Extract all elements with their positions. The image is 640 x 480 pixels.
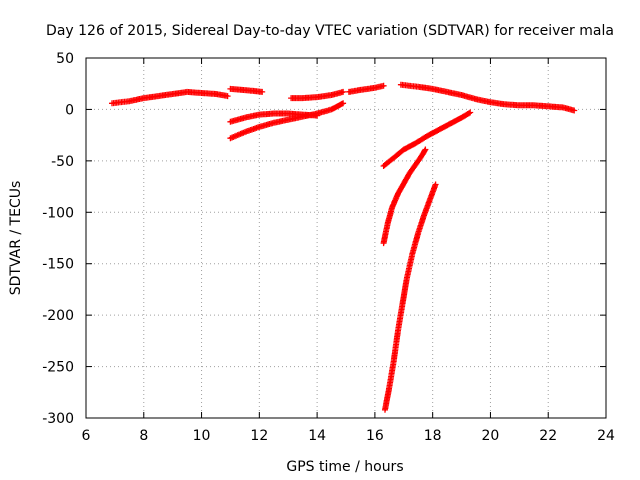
- x-tick-label: 20: [482, 428, 500, 444]
- series-arc-7: [397, 81, 578, 114]
- x-tick-label: 12: [250, 428, 268, 444]
- plus-markers: [227, 100, 347, 142]
- plot-frame: [85, 57, 607, 419]
- plus-markers: [288, 88, 347, 102]
- plus-markers: [380, 146, 429, 247]
- y-tick-label: -200: [42, 308, 74, 324]
- x-tick-label: 14: [308, 428, 326, 444]
- x-tick-label: 16: [366, 428, 384, 444]
- y-tick-label: -250: [42, 360, 74, 376]
- series-arc-5: [288, 88, 347, 102]
- x-tick-label: 18: [424, 428, 442, 444]
- series-arc-8: [380, 109, 474, 169]
- series-arc-4: [227, 100, 347, 142]
- x-axis-label: GPS time / hours: [286, 459, 403, 475]
- series-arc-1: [109, 88, 231, 107]
- data-points: [109, 81, 578, 413]
- plus-markers: [345, 82, 387, 95]
- plus-markers: [380, 109, 474, 169]
- x-tick-label: 8: [139, 428, 148, 444]
- x-tick-label: 22: [539, 428, 557, 444]
- axis-ticks: 6 8 10 12 14 16 18 20 22 24 50 0 -50 -100 -150 -200 -250…: [42, 51, 615, 444]
- x-tick-label: 6: [82, 428, 91, 444]
- series-arc-6: [345, 82, 387, 95]
- y-tick-label: 50: [56, 51, 74, 67]
- grid-lines: [86, 58, 606, 418]
- x-tick-label: 10: [193, 428, 211, 444]
- plus-markers: [382, 181, 439, 413]
- plus-markers: [109, 88, 231, 107]
- y-axis-label: SDTVAR / TECUs: [8, 181, 24, 296]
- series-arc-9: [380, 146, 429, 247]
- x-tick-label: 24: [597, 428, 615, 444]
- y-tick-label: -100: [42, 205, 74, 221]
- chart-title: Day 126 of 2015, Sidereal Day-to-day VTE…: [46, 23, 614, 39]
- plus-markers: [397, 81, 578, 114]
- plus-markers: [227, 85, 266, 95]
- y-tick-label: -300: [42, 411, 74, 427]
- series-arc-2: [227, 85, 266, 95]
- y-tick-label: -150: [42, 257, 74, 273]
- y-tick-label: 0: [65, 102, 74, 118]
- series-arc-10: [382, 181, 439, 413]
- y-tick-label: -50: [51, 154, 74, 170]
